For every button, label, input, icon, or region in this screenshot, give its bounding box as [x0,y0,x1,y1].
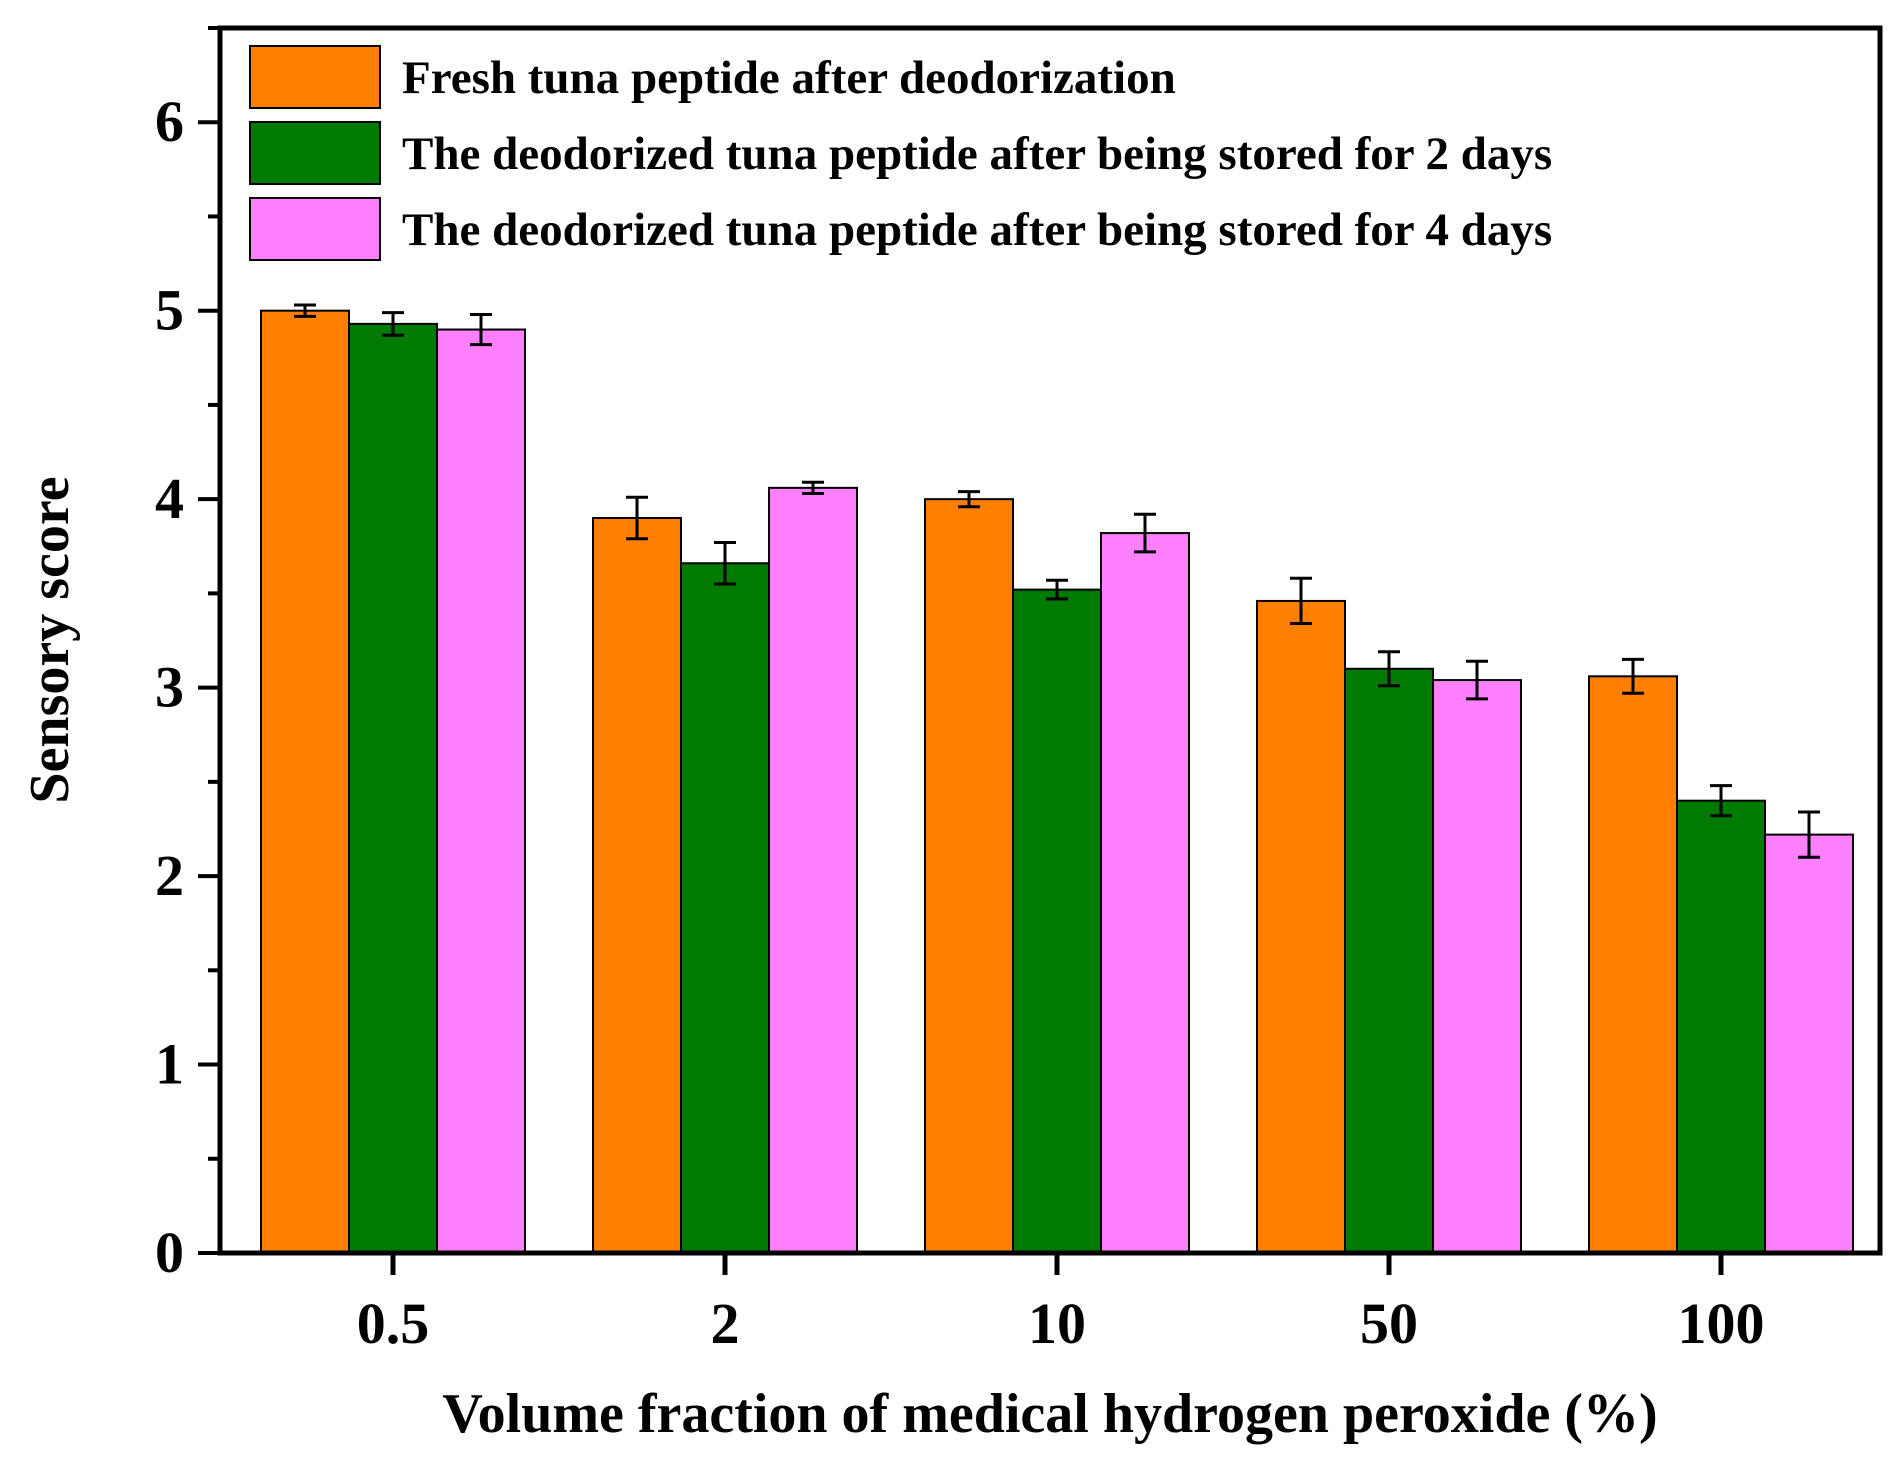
legend-label-series-1: Fresh tuna peptide after deodorization [402,52,1176,104]
bar-2-series-2 [680,562,770,1254]
y-tick-label: 0 [155,1220,184,1285]
legend-swatch-series-1 [249,45,381,109]
x-axis-title: Volume fraction of medical hydrogen pero… [442,1383,1657,1445]
bar-2-series-1 [592,517,682,1254]
x-tick-label: 50 [1360,1291,1418,1356]
bar-100-series-2 [1676,799,1766,1254]
legend-swatch-series-3 [249,197,381,261]
y-tick-label: 3 [155,655,184,720]
bar-100-series-3 [1764,833,1854,1254]
x-tick-label: 0.5 [357,1291,430,1356]
plot-frame [217,25,1883,1256]
bar-10-series-2 [1012,588,1102,1254]
bar-50-series-3 [1432,679,1522,1254]
bar-50-series-2 [1344,667,1434,1254]
y-axis-title: Sensory score [19,476,81,803]
y-tick-label: 6 [155,89,184,154]
y-tick-label: 4 [155,466,184,531]
legend-label-series-3: The deodorized tuna peptide after being … [402,204,1552,256]
x-tick-label: 10 [1028,1291,1086,1356]
bar-100-series-1 [1588,675,1678,1254]
bar-0.5-series-1 [260,309,350,1254]
bar-10-series-1 [924,498,1014,1254]
y-tick-label: 5 [155,278,184,343]
x-tick-label: 2 [711,1291,740,1356]
legend-label-series-2: The deodorized tuna peptide after being … [402,128,1552,180]
error-bars-layer [294,303,1820,859]
x-axis: 0.5 2 10 50 100 [357,1253,1765,1356]
bar-0.5-series-2 [348,322,438,1254]
bar-2-series-3 [768,486,858,1255]
y-axis: 0 1 2 3 4 5 6 [155,26,220,1285]
bar-50-series-1 [1256,599,1346,1254]
legend: Fresh tuna peptide after deodorization Th… [249,45,1552,261]
bars-layer [260,309,1854,1255]
y-tick-label: 1 [155,1032,184,1097]
y-tick-label: 2 [155,843,184,908]
bar-10-series-3 [1100,532,1190,1254]
bar-0.5-series-3 [436,328,526,1254]
legend-swatch-series-2 [249,121,381,185]
x-tick-label: 100 [1678,1291,1765,1356]
